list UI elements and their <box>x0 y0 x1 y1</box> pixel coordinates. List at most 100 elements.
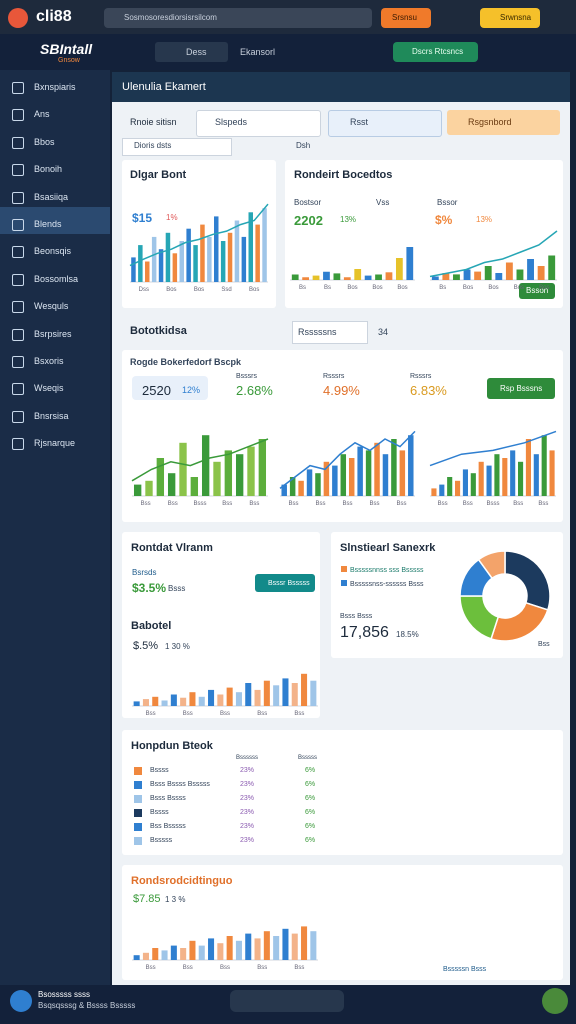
button[interactable] <box>519 283 555 299</box>
bar <box>172 253 178 282</box>
sidebar-item[interactable]: Bossomlsa <box>34 273 79 284</box>
bar <box>145 261 150 282</box>
cell: 6% <box>305 767 316 774</box>
nav-item[interactable]: Dess <box>186 47 207 57</box>
date-text[interactable]: Dioris dsts <box>134 141 172 150</box>
bar <box>170 945 177 960</box>
filter[interactable] <box>196 110 321 137</box>
sidebar-item[interactable]: Bsxoris <box>34 356 64 366</box>
browser-button[interactable] <box>480 8 540 28</box>
bar <box>502 458 508 496</box>
x-tick-label: Bos <box>539 285 549 291</box>
cell: 23% <box>240 795 255 802</box>
bar <box>142 952 149 960</box>
sidebar-item[interactable]: Bnsrsisa <box>34 410 69 421</box>
bar <box>516 269 524 280</box>
bar <box>217 943 224 960</box>
sidebar-item[interactable]: Ans <box>34 109 50 120</box>
bar <box>549 450 555 496</box>
bar <box>312 275 320 280</box>
filter-text[interactable]: Rsst <box>350 117 368 127</box>
delta: 18.5% <box>396 630 419 639</box>
bar <box>395 258 403 280</box>
button-text[interactable]: Srwnsna <box>500 13 532 22</box>
browser-logo <box>8 8 28 28</box>
button-text[interactable]: Srsnsu <box>392 13 417 22</box>
stat: 2.68% <box>236 383 273 398</box>
dock[interactable] <box>230 990 344 1012</box>
status: Bsssssn Bsss <box>443 966 487 973</box>
footer-icon[interactable] <box>10 990 32 1012</box>
filter-text[interactable]: Rsgsnbord <box>468 117 512 127</box>
button-text[interactable]: Dscrs Rtcsncs <box>412 47 464 56</box>
nav-tab[interactable] <box>155 42 228 62</box>
bar <box>525 439 531 496</box>
delta: 1% <box>166 213 178 222</box>
sidebar-item[interactable]: Bonoih <box>34 164 63 175</box>
x-tick-label: Bss <box>220 711 230 717</box>
x-tick-label: Bsss <box>486 501 499 507</box>
footer-text: Bsqsqsssg & Bssss Bsssss <box>38 1001 136 1010</box>
sidebar-item[interactable]: Wseqis <box>34 383 64 394</box>
button-text[interactable]: Rsp Bsssns <box>500 384 543 393</box>
cell: 23% <box>240 809 255 816</box>
bar <box>208 689 215 706</box>
sidebar-icon <box>12 410 24 423</box>
bar <box>214 216 219 282</box>
browser-button[interactable] <box>381 8 431 28</box>
stat: $3.5% <box>132 581 167 595</box>
sidebar-item[interactable]: Rjsnarque <box>34 438 76 449</box>
action-button[interactable] <box>393 42 478 62</box>
x-tick-label: Bss <box>294 965 304 971</box>
sidebar-item[interactable]: Bxnspiaris <box>34 82 76 92</box>
button-text[interactable]: Bsson <box>526 286 549 295</box>
pie-slice <box>490 601 549 642</box>
pie-slice <box>477 550 506 580</box>
cell: 23% <box>240 781 255 788</box>
label: Bssor <box>437 198 458 207</box>
sidebar-icon <box>12 136 24 149</box>
avatar[interactable] <box>542 988 568 1014</box>
filter[interactable] <box>328 110 442 137</box>
filter-text[interactable]: Slspeds <box>215 117 248 127</box>
bar <box>198 696 205 706</box>
cell: 23% <box>240 837 255 844</box>
bar <box>333 273 341 280</box>
bar <box>518 461 524 496</box>
sidebar-item[interactable]: Wesquls <box>34 301 69 312</box>
stat-box <box>132 376 208 400</box>
x-tick-label: Bos <box>372 285 382 291</box>
bar <box>258 439 267 496</box>
x-tick-label: Bos <box>397 285 407 291</box>
x-tick-label: Bos <box>514 285 524 291</box>
button[interactable] <box>487 378 555 399</box>
x-tick-label: Bss <box>513 501 523 507</box>
sidebar-item[interactable]: Bsasiiqa <box>34 191 69 202</box>
sidebar-item[interactable]: Bsrpsires <box>34 328 72 339</box>
address-bar[interactable] <box>104 8 372 28</box>
select[interactable] <box>292 321 368 344</box>
sidebar-item[interactable]: Bbos <box>34 136 55 147</box>
sidebar-item[interactable]: Blends <box>34 219 62 229</box>
card-title: Dlgar Bont <box>130 169 187 181</box>
button[interactable] <box>255 574 315 592</box>
date-input[interactable] <box>122 138 232 156</box>
sidebar-icon <box>12 246 24 259</box>
button-text[interactable]: Bsssr Bsssss <box>268 580 310 587</box>
filter[interactable] <box>447 110 560 135</box>
x-tick-label: Bs <box>299 285 306 291</box>
bar <box>145 480 153 496</box>
address[interactable]: Sosmosoresdiorsisrsilcom <box>124 13 217 22</box>
bar <box>235 940 242 960</box>
section-title: Bototkidsa <box>130 325 187 337</box>
row-icon <box>134 823 142 831</box>
bar <box>235 454 244 496</box>
bar <box>213 461 221 496</box>
sidebar-item[interactable]: Beonsqis <box>34 246 72 257</box>
x-tick-label: Dss <box>139 287 149 293</box>
nav-item[interactable]: Ekansorl <box>240 47 276 57</box>
cell: Bssss <box>150 809 169 816</box>
select-text[interactable]: Rsssssns <box>298 327 337 337</box>
stat: 2520 <box>142 383 171 398</box>
